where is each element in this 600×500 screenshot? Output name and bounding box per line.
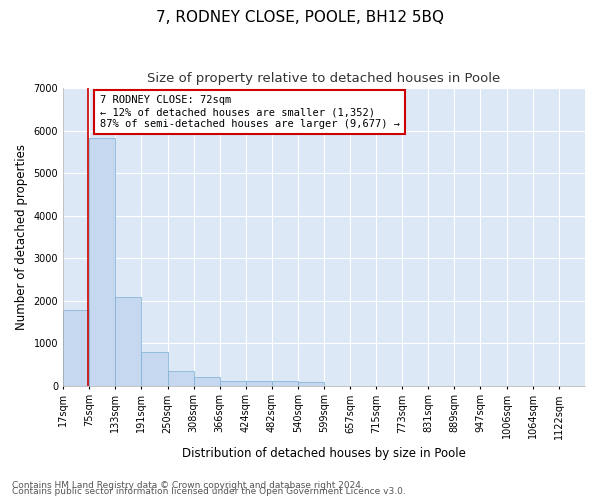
Text: Contains public sector information licensed under the Open Government Licence v3: Contains public sector information licen… <box>12 487 406 496</box>
Bar <box>115 297 141 386</box>
Bar <box>194 378 220 386</box>
X-axis label: Distribution of detached houses by size in Poole: Distribution of detached houses by size … <box>182 447 466 460</box>
Bar <box>167 371 194 386</box>
Bar <box>220 380 246 386</box>
Text: 7, RODNEY CLOSE, POOLE, BH12 5BQ: 7, RODNEY CLOSE, POOLE, BH12 5BQ <box>156 10 444 25</box>
Bar <box>272 382 298 386</box>
Bar <box>89 138 115 386</box>
Y-axis label: Number of detached properties: Number of detached properties <box>15 144 28 330</box>
Bar <box>141 352 167 386</box>
Bar <box>63 310 89 386</box>
Bar <box>246 382 272 386</box>
Text: Contains HM Land Registry data © Crown copyright and database right 2024.: Contains HM Land Registry data © Crown c… <box>12 481 364 490</box>
Text: 7 RODNEY CLOSE: 72sqm
← 12% of detached houses are smaller (1,352)
87% of semi-d: 7 RODNEY CLOSE: 72sqm ← 12% of detached … <box>100 96 400 128</box>
Bar <box>298 382 324 386</box>
Title: Size of property relative to detached houses in Poole: Size of property relative to detached ho… <box>148 72 500 86</box>
